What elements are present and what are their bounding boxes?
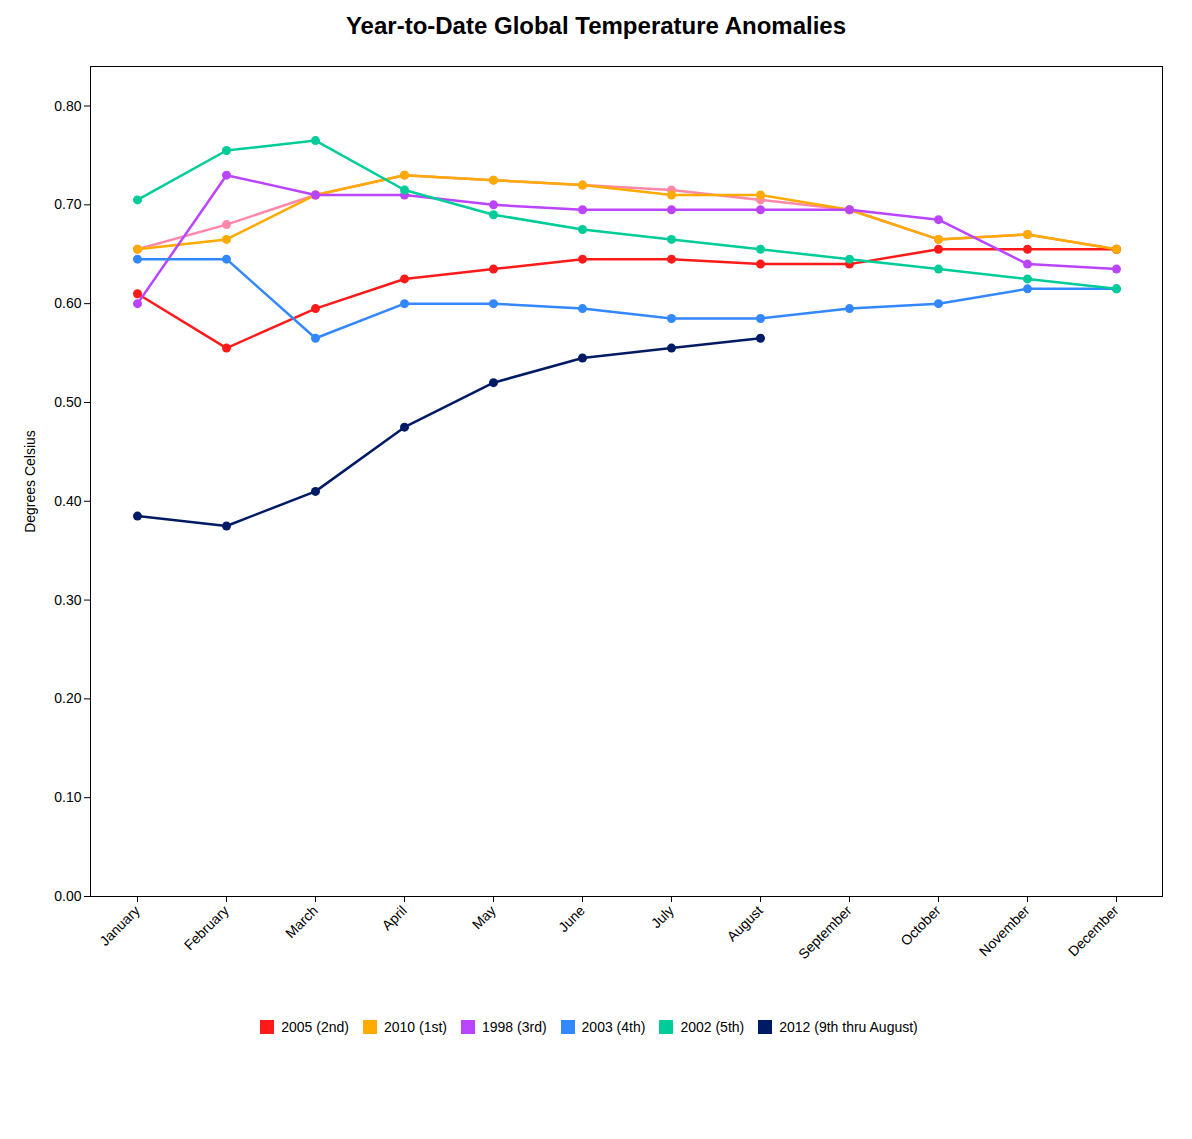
svg-text:Degrees Celsius: Degrees Celsius [22,430,38,533]
html-text:Year-to-Date Global Temperatur: Year-to-Date Global Temperature Anomalie… [345,12,847,39]
svg-text:December: December [1065,902,1122,959]
html-text:1998 (3rd): 1998 (3rd) [482,1018,547,1035]
svg-text:November: November [976,902,1033,959]
svg-text:July: July [648,902,677,931]
svg-text:April: April [379,902,410,933]
svg-text:March: March [282,902,321,941]
svg-text:January: January [96,902,143,949]
html-text:2012 (9th thru August): 2012 (9th thru August) [779,1018,918,1035]
svg-text:0.30: 0.30 [54,592,81,608]
html-text:2005 (2nd): 2005 (2nd) [281,1018,349,1035]
svg-text:June: June [555,902,588,935]
svg-text:February: February [181,902,232,953]
svg-text:0.70: 0.70 [54,196,81,212]
svg-text:0.60: 0.60 [54,295,81,311]
svg-text:0.80: 0.80 [54,98,81,114]
html-text:2010 (1st): 2010 (1st) [383,1018,447,1035]
svg-text:September: September [795,902,855,962]
svg-text:October: October [897,902,944,949]
svg-text:0.00: 0.00 [54,888,81,904]
html-text:2003 (4th): 2003 (4th) [581,1018,646,1035]
svg-text:0.40: 0.40 [54,493,81,509]
svg-text:May: May [469,902,499,932]
html-text:2002 (5th): 2002 (5th) [680,1018,745,1035]
svg-text:0.50: 0.50 [54,394,81,410]
svg-text:0.10: 0.10 [54,789,81,805]
svg-text:0.20: 0.20 [54,690,81,706]
svg-text:August: August [724,902,766,944]
